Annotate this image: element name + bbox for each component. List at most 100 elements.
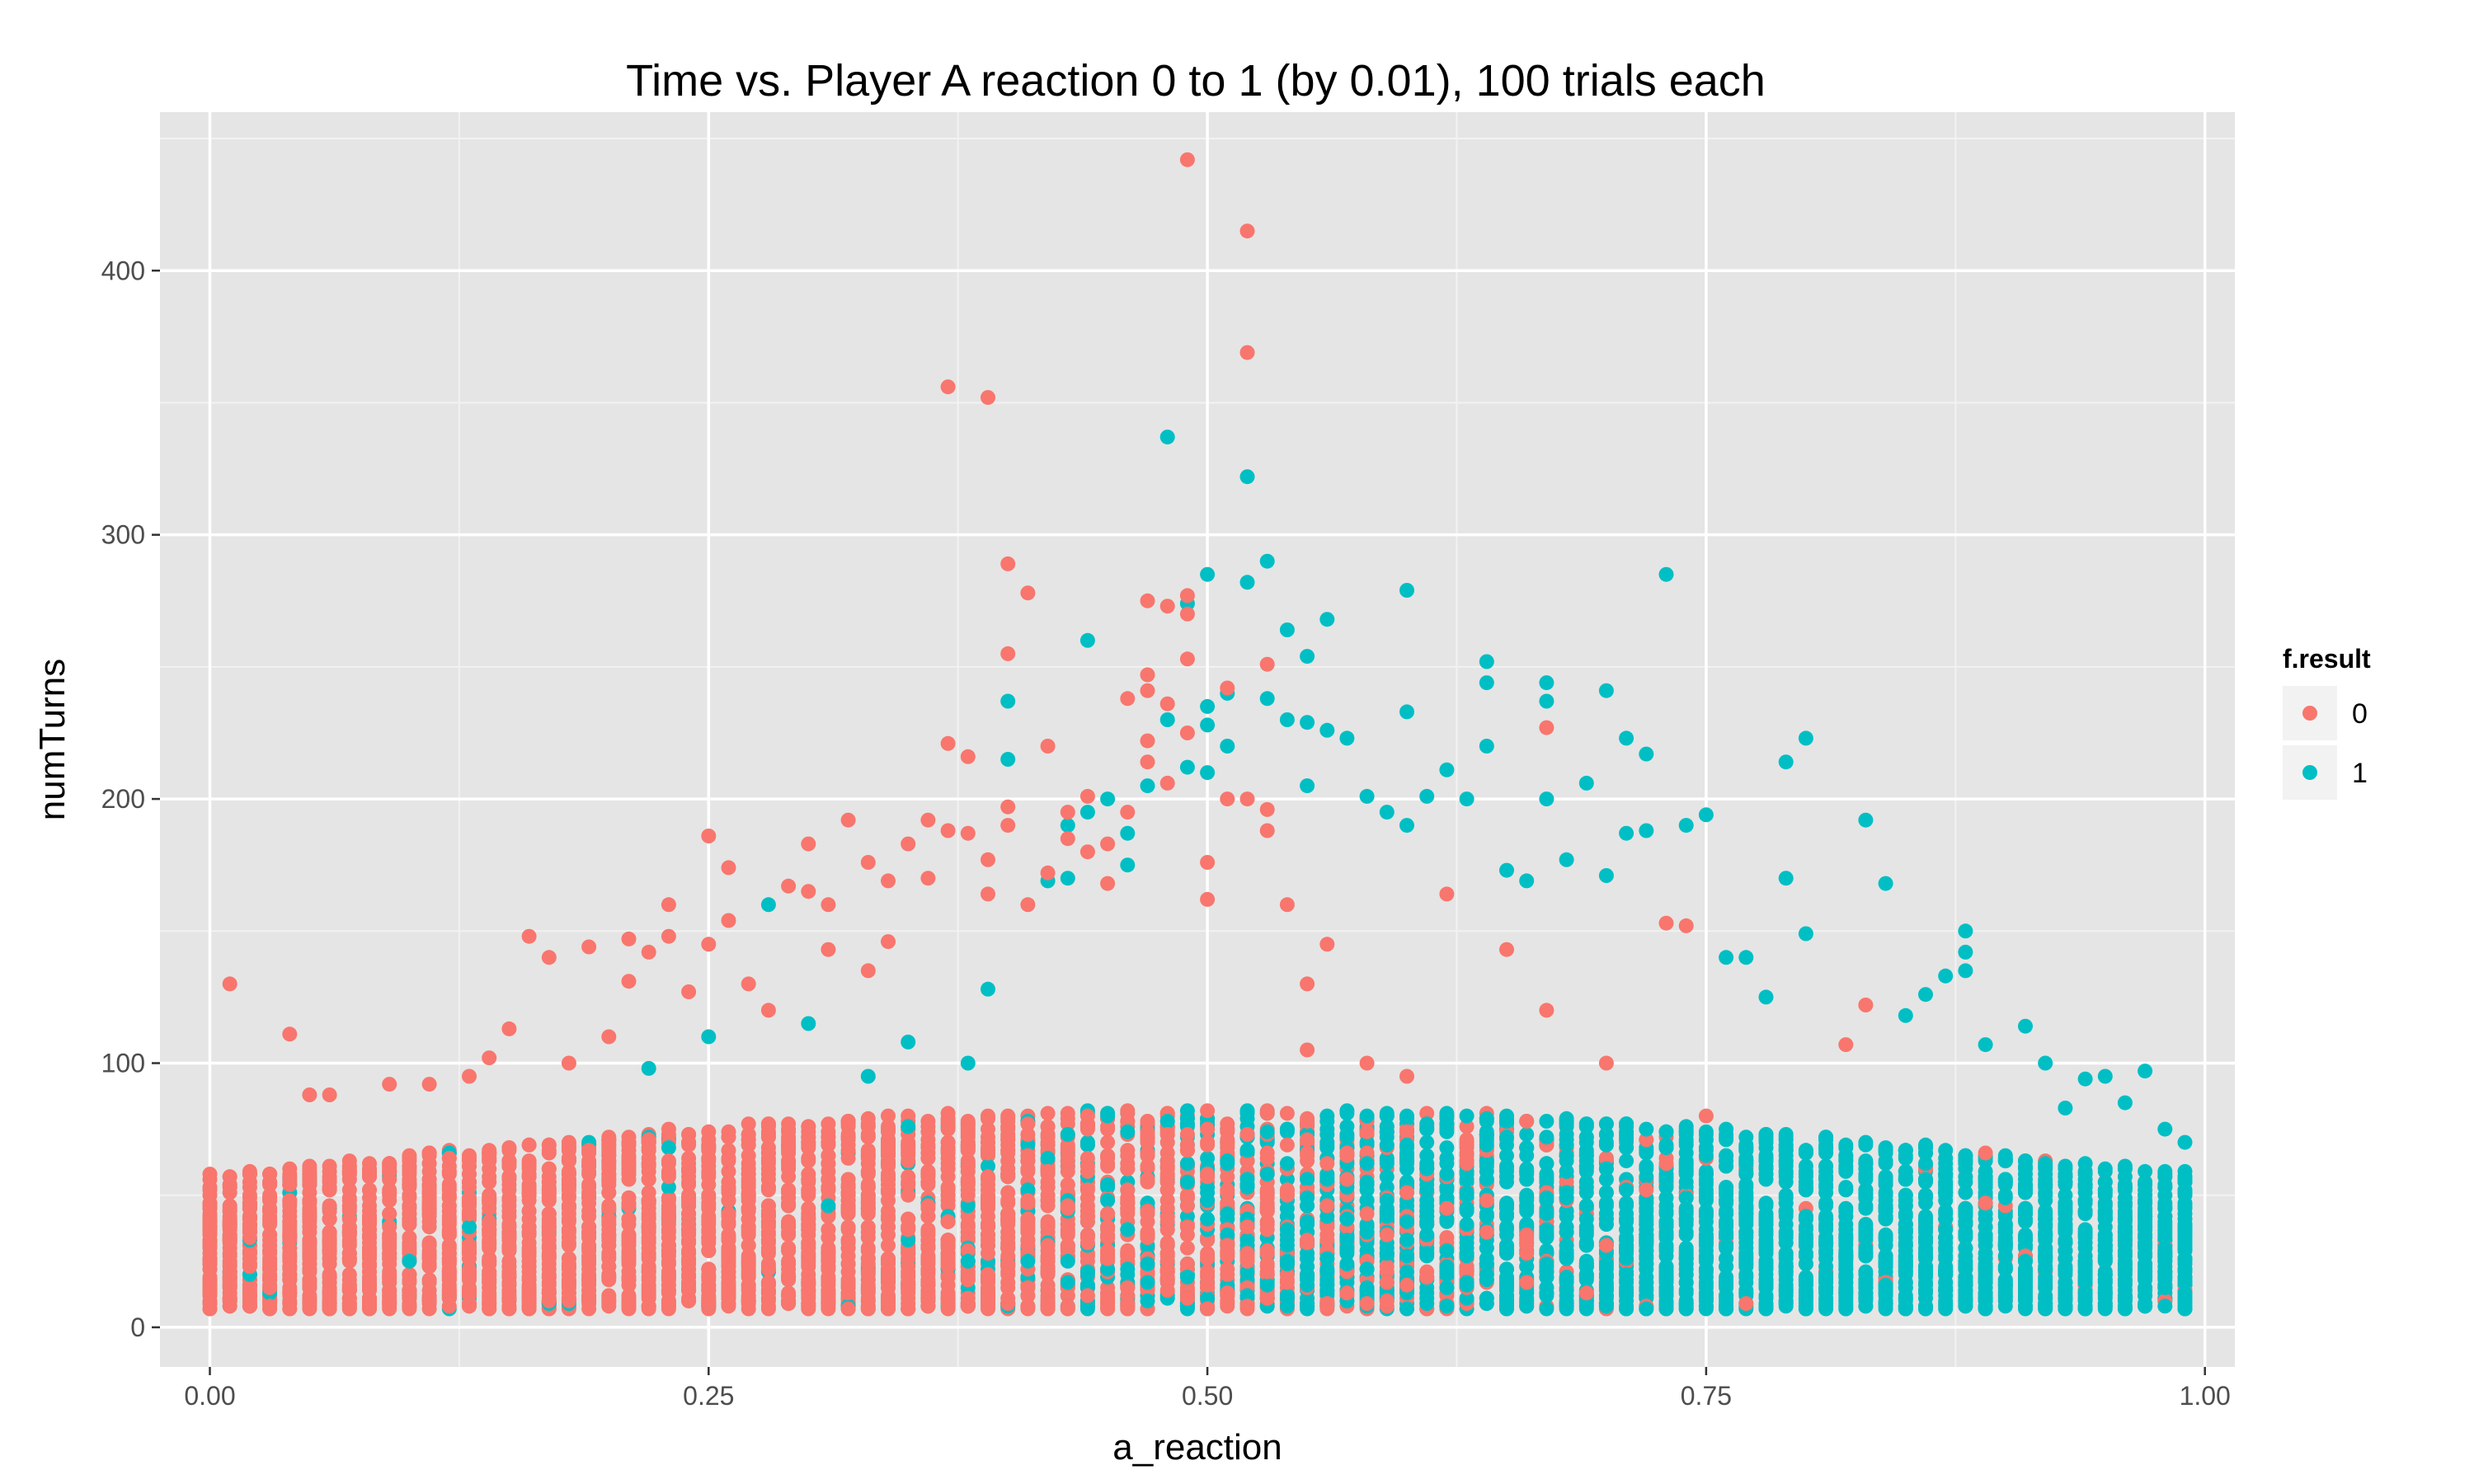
point-result-0	[1180, 1188, 1195, 1203]
point-result-1	[1799, 927, 1813, 942]
point-result-0	[1160, 599, 1175, 613]
point-result-0	[422, 1156, 437, 1171]
point-result-0	[981, 1219, 995, 1234]
point-result-0	[861, 963, 876, 978]
point-result-1	[1719, 1238, 1733, 1253]
point-result-1	[1419, 789, 1434, 804]
point-result-1	[1200, 717, 1215, 732]
point-result-1	[1958, 945, 1973, 960]
point-result-1	[1659, 1228, 1674, 1242]
point-result-1	[2118, 1162, 2133, 1176]
point-result-1	[1958, 963, 1973, 978]
point-result-0	[1000, 800, 1015, 815]
point-result-0	[501, 1140, 516, 1155]
point-result-1	[1061, 871, 1075, 885]
point-result-1	[1061, 1127, 1075, 1142]
point-result-1	[1479, 655, 1494, 669]
point-result-1	[1659, 1180, 1674, 1195]
point-result-0	[1539, 1003, 1554, 1017]
point-result-0	[442, 1164, 457, 1179]
point-result-0	[881, 1122, 896, 1137]
point-result-1	[1779, 754, 1794, 769]
point-result-1	[2078, 1072, 2093, 1087]
point-result-0	[881, 1193, 896, 1208]
point-result-0	[1260, 657, 1275, 672]
plot-panel	[160, 112, 2235, 1367]
point-result-1	[1539, 675, 1554, 690]
point-result-1	[1978, 1037, 1993, 1052]
point-result-1	[1858, 1138, 1873, 1153]
point-result-1	[1499, 1275, 1514, 1290]
point-result-0	[622, 1199, 637, 1214]
point-result-0	[542, 1143, 557, 1158]
point-result-0	[681, 1193, 696, 1208]
point-result-0	[1180, 1241, 1195, 1256]
point-result-0	[901, 1302, 915, 1317]
point-result-1	[1699, 1206, 1714, 1221]
point-result-0	[1000, 1209, 1015, 1223]
point-result-0	[501, 1021, 516, 1036]
point-result-1	[1659, 1248, 1674, 1263]
point-result-0	[1858, 998, 1873, 1012]
point-result-0	[482, 1214, 496, 1229]
point-result-0	[1120, 805, 1135, 819]
point-result-1	[1160, 1114, 1175, 1129]
point-result-1	[1120, 826, 1135, 841]
point-result-0	[861, 1143, 876, 1158]
point-result-0	[522, 1138, 537, 1153]
point-result-0	[801, 1153, 816, 1168]
point-result-1	[1978, 1169, 1993, 1184]
point-result-0	[1339, 1146, 1354, 1161]
point-result-1	[1080, 633, 1095, 648]
point-result-0	[722, 913, 736, 928]
point-result-1	[1061, 818, 1075, 833]
point-result-0	[861, 1180, 876, 1195]
point-result-0	[1260, 824, 1275, 838]
point-result-0	[581, 940, 596, 955]
point-result-0	[1260, 1106, 1275, 1120]
point-result-0	[581, 1204, 596, 1219]
point-result-0	[1240, 345, 1255, 360]
point-result-1	[1679, 1138, 1694, 1153]
point-result-1	[1419, 1228, 1434, 1242]
point-result-1	[1240, 1103, 1255, 1118]
point-result-0	[881, 1219, 896, 1234]
point-result-1	[1419, 1148, 1434, 1163]
point-result-1	[1100, 1193, 1115, 1208]
point-result-0	[1041, 866, 1056, 881]
point-result-1	[2157, 1243, 2172, 1258]
point-result-1	[1539, 694, 1554, 709]
point-result-1	[901, 1035, 915, 1050]
point-result-0	[1100, 876, 1115, 891]
point-result-1	[2178, 1186, 2193, 1200]
point-result-0	[522, 929, 537, 944]
point-result-1	[1559, 852, 1574, 867]
point-result-0	[1280, 1106, 1295, 1120]
point-result-0	[841, 1248, 856, 1263]
point-result-1	[1200, 765, 1215, 780]
point-result-0	[1180, 1256, 1195, 1271]
point-result-1	[1719, 1132, 1733, 1147]
point-result-0	[1041, 1199, 1056, 1214]
point-result-1	[1240, 575, 1255, 589]
point-result-0	[1419, 1270, 1434, 1284]
point-result-1	[1719, 1259, 1733, 1274]
point-result-1	[1120, 1267, 1135, 1282]
point-result-0	[422, 1219, 437, 1234]
point-result-0	[1041, 1267, 1056, 1282]
point-result-1	[1599, 868, 1614, 883]
point-result-1	[1120, 1222, 1135, 1237]
point-result-0	[661, 929, 676, 944]
point-result-1	[981, 982, 995, 997]
point-result-1	[1659, 1138, 1674, 1153]
point-result-1	[2118, 1199, 2133, 1214]
point-result-0	[1160, 776, 1175, 791]
point-result-1	[1260, 1125, 1275, 1139]
point-result-1	[1200, 699, 1215, 714]
point-result-1	[1879, 876, 1893, 891]
point-result-0	[522, 1212, 537, 1227]
point-result-0	[1080, 1182, 1095, 1197]
point-result-1	[1460, 1186, 1475, 1200]
point-result-0	[1499, 942, 1514, 957]
point-result-0	[801, 884, 816, 899]
